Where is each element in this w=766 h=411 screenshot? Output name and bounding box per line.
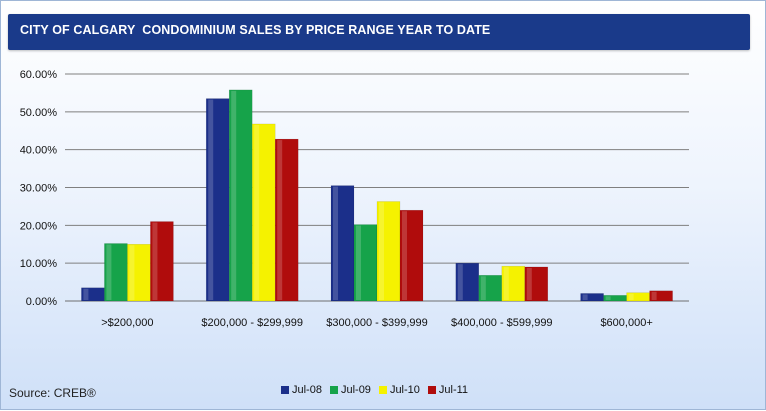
y-tick-label: 20.00% xyxy=(20,220,58,232)
bar-highlight xyxy=(208,99,214,300)
y-tick-label: 30.00% xyxy=(20,183,58,195)
legend-label: Jul-11 xyxy=(438,384,469,396)
legend-label: Jul-10 xyxy=(389,384,420,396)
x-tick-label: $400,000 - $599,999 xyxy=(451,317,553,329)
legend-swatch xyxy=(378,386,387,394)
source-note: Source: CREB® xyxy=(9,386,96,400)
bar-highlight xyxy=(277,140,283,300)
legend-item-jul-11: Jul-11 xyxy=(427,384,469,396)
bar-highlight xyxy=(83,288,89,300)
bar-highlight xyxy=(503,267,509,300)
chart-title: CITY OF CALGARY CONDOMINIUM SALES BY PRI… xyxy=(20,23,491,37)
bar-highlight xyxy=(254,124,260,300)
bar-highlight xyxy=(231,90,237,300)
title-bar: CITY OF CALGARY CONDOMINIUM SALES BY PRI… xyxy=(8,14,750,50)
bar-highlight xyxy=(480,276,486,300)
bar-jul-11 xyxy=(274,138,299,302)
legend-label: Jul-08 xyxy=(292,384,322,396)
y-tick-label: 0.00% xyxy=(26,296,57,308)
bar-highlight xyxy=(582,294,588,300)
x-tick-label: $600,000+ xyxy=(600,317,652,329)
legend-swatch xyxy=(427,386,436,394)
bar-highlight xyxy=(457,264,463,300)
legend-label: Jul-09 xyxy=(340,384,371,396)
bar-highlight xyxy=(379,202,384,300)
x-tick-label: $200,000 - $299,999 xyxy=(201,317,303,329)
legend: Jul-08 Jul-09 Jul-10 Jul-11 xyxy=(281,384,468,396)
legend-swatch xyxy=(281,386,289,394)
bar-jul-11 xyxy=(399,209,424,302)
bar-highlight xyxy=(106,244,112,300)
bar-highlight xyxy=(333,186,338,300)
bar-jul-11 xyxy=(524,266,549,302)
bar-highlight xyxy=(651,291,657,300)
y-tick-label: 50.00% xyxy=(20,107,58,119)
legend-item-jul-08: Jul-08 xyxy=(281,384,322,396)
bar-highlight xyxy=(356,225,361,300)
bar-jul-11 xyxy=(150,221,174,302)
legend-swatch xyxy=(329,386,338,394)
bar-jul-11 xyxy=(649,290,673,302)
bar-highlight xyxy=(526,267,532,300)
bar-highlight xyxy=(605,296,611,300)
bar-highlight xyxy=(628,293,634,300)
bar-highlight xyxy=(152,222,158,300)
bar-highlight xyxy=(402,211,407,300)
bar-highlight xyxy=(129,245,135,300)
x-tick-label: $300,000 - $399,999 xyxy=(326,317,428,329)
y-tick-label: 60.00% xyxy=(20,69,58,81)
y-tick-label: 10.00% xyxy=(20,258,58,270)
x-tick-label: >$200,000 xyxy=(101,317,153,329)
y-tick-label: 40.00% xyxy=(20,145,58,157)
legend-item-jul-10: Jul-10 xyxy=(378,384,420,396)
legend-item-jul-09: Jul-09 xyxy=(329,384,371,396)
